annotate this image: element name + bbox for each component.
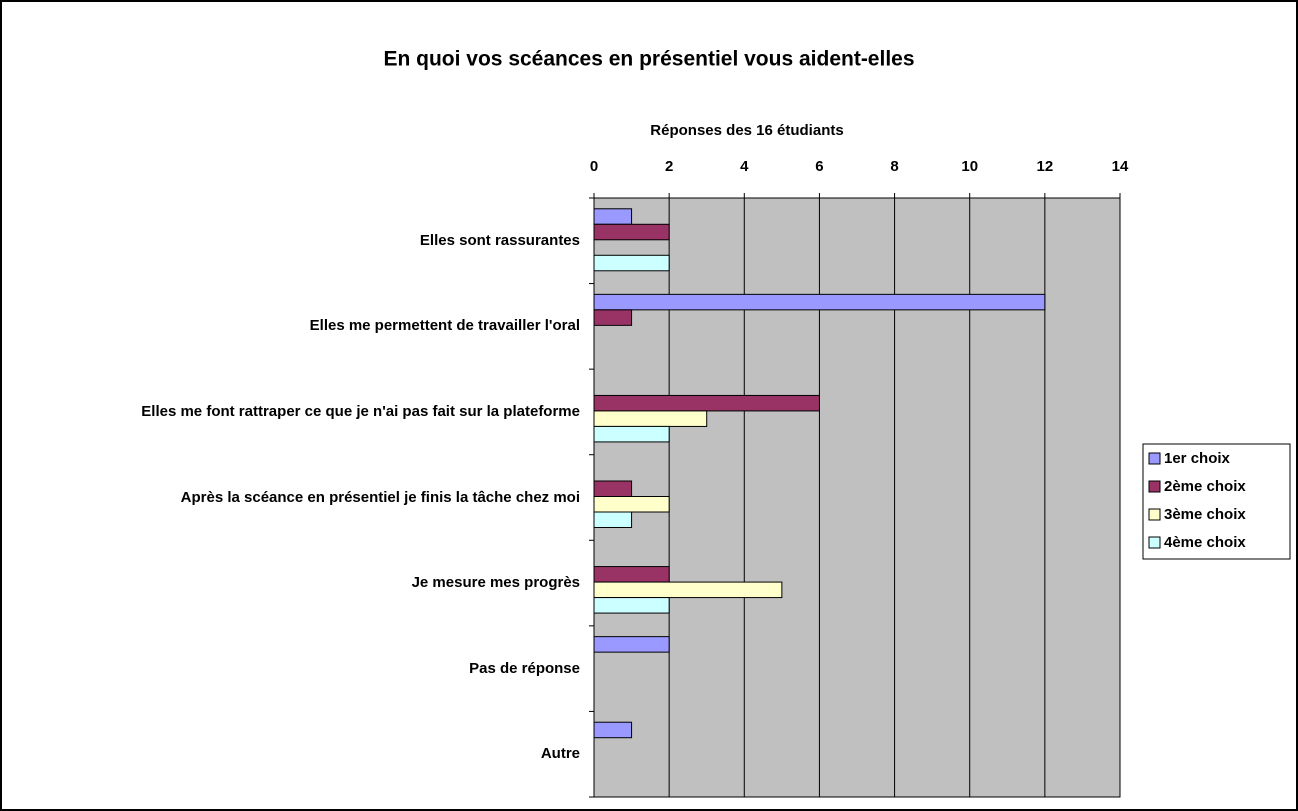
x-tick-label: 10 bbox=[961, 158, 978, 175]
legend-swatch bbox=[1148, 508, 1161, 521]
bar bbox=[593, 721, 633, 739]
legend-label: 2ème choix bbox=[1164, 478, 1246, 495]
legend-swatch bbox=[1148, 480, 1161, 493]
bar bbox=[593, 425, 670, 443]
bar bbox=[593, 496, 670, 513]
bar bbox=[593, 309, 633, 326]
plot-area bbox=[593, 197, 1121, 798]
bar bbox=[593, 480, 633, 497]
category-label: Je mesure mes progrès bbox=[411, 574, 580, 592]
bar bbox=[593, 254, 670, 272]
bar bbox=[593, 410, 708, 427]
x-tick-label: 14 bbox=[1112, 158, 1129, 175]
category-label: Autre bbox=[540, 745, 580, 763]
x-axis-title: Réponses des 16 étudiants bbox=[650, 122, 843, 139]
bar bbox=[593, 511, 633, 528]
x-tick-label: 12 bbox=[1037, 158, 1054, 175]
bar bbox=[593, 208, 633, 225]
category-label: Pas de réponse bbox=[469, 659, 580, 677]
bar bbox=[593, 394, 820, 412]
category-label: Elles me font rattraper ce que je n'ai p… bbox=[141, 402, 580, 420]
bar bbox=[593, 636, 670, 653]
bar bbox=[593, 566, 670, 583]
category-label: Elles me permettent de travailler l'oral bbox=[309, 317, 580, 335]
bar bbox=[593, 223, 670, 241]
x-tick-label: 6 bbox=[815, 158, 823, 175]
bar bbox=[593, 293, 1046, 311]
category-label: Elles sont rassurantes bbox=[419, 231, 580, 249]
category-label: Après la scéance en présentiel je finis … bbox=[180, 488, 580, 506]
x-tick-label: 0 bbox=[590, 158, 598, 175]
legend-swatch bbox=[1148, 452, 1161, 465]
legend-label: 1er choix bbox=[1164, 450, 1231, 467]
chart-title: En quoi vos scéances en présentiel vous … bbox=[383, 48, 914, 71]
legend-swatch bbox=[1148, 536, 1161, 549]
x-tick-label: 4 bbox=[740, 158, 749, 175]
x-tick-label: 2 bbox=[665, 158, 673, 175]
legend-box bbox=[1142, 443, 1291, 560]
legend-label: 3ème choix bbox=[1164, 506, 1246, 523]
bar bbox=[593, 581, 783, 599]
x-tick-label: 8 bbox=[890, 158, 898, 175]
bar bbox=[593, 597, 670, 614]
legend-label: 4ème choix bbox=[1164, 534, 1246, 551]
